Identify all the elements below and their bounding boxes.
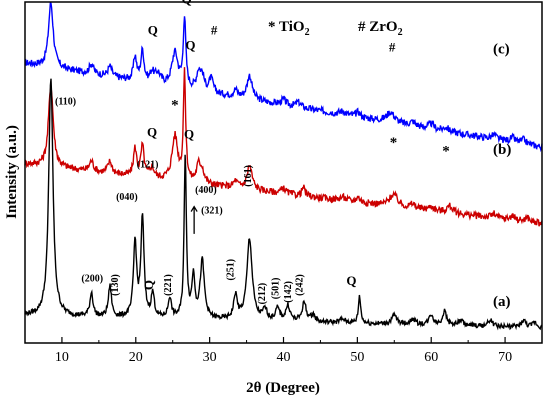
- series-label: (a): [493, 294, 511, 310]
- series-label: (c): [493, 42, 510, 58]
- x-axis-title: 2θ (Degree): [246, 380, 320, 396]
- legend-item-zro2: # ZrO2: [358, 19, 403, 38]
- peak-annotation: *: [390, 135, 398, 151]
- series-line-b: [24, 67, 543, 227]
- series-line-c: [24, 1, 543, 153]
- x-tick-label: 50: [350, 350, 364, 365]
- peak-annotation: Q: [185, 38, 195, 53]
- x-axis: 10 20 30 40 50 60 70: [24, 337, 543, 365]
- peak-annotation: (400): [195, 185, 217, 196]
- peak-annotation: (321): [201, 205, 223, 216]
- peak-annotation: (212): [257, 283, 268, 305]
- peak-annotation: (501): [270, 278, 281, 300]
- x-tick-label: 10: [55, 350, 69, 365]
- peak-annotation: (142): [283, 281, 294, 303]
- peak-annotation: Q: [182, 0, 192, 7]
- peak-annotation: (221): [163, 274, 174, 296]
- peak-annotation: Q: [147, 125, 157, 140]
- x-tick-label: 30: [203, 350, 217, 365]
- peak-annotation: (251): [225, 259, 236, 281]
- peak-annotation: Q: [346, 273, 356, 288]
- peak-annotation: (121): [137, 159, 159, 170]
- peak-arrow: [190, 205, 198, 234]
- peak-annotation: (161): [243, 165, 254, 187]
- legend-item-tio2: * TiO2: [268, 19, 310, 38]
- peak-annotation: (200): [81, 274, 103, 285]
- peak-annotation: (110): [55, 96, 76, 107]
- legend: * TiO2 # ZrO2: [268, 19, 403, 38]
- annotation-layer: (c) Q Q # # (b) * Q Q * * (a) (110) (040) (121) (200) (1…: [55, 0, 511, 310]
- peak-annotation: *: [171, 97, 179, 113]
- peak-annotation: #: [389, 39, 396, 54]
- peak-annotation: Q: [184, 126, 194, 141]
- series-label: (b): [493, 142, 511, 158]
- peak-annotation: (242): [295, 274, 306, 296]
- x-tick-label: 20: [129, 350, 143, 365]
- x-tick-label: 60: [424, 350, 438, 365]
- peak-annotation: #: [211, 22, 218, 37]
- y-axis-title: Intensity (a.u.): [4, 125, 20, 219]
- series-layer: [24, 1, 543, 331]
- peak-annotation: Q: [148, 22, 158, 37]
- peak-annotation: (040): [116, 192, 138, 203]
- peak-annotation: *: [442, 143, 450, 159]
- series-line-a: [24, 78, 543, 331]
- peak-annotation: (130): [110, 274, 121, 296]
- x-tick-label: 70: [498, 350, 512, 365]
- x-tick-label: 40: [277, 350, 291, 365]
- peak-annotation: Q: [141, 280, 156, 290]
